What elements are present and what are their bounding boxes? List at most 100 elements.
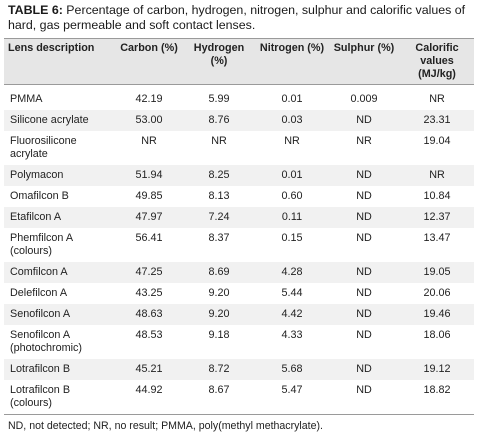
table-row: Senofilcon A (photochromic) 48.53 9.18 4.33…	[4, 325, 474, 359]
cell-nitrogen: 5.68	[281, 363, 303, 375]
cell-hydrogen: 9.20	[208, 308, 230, 320]
cell-lens-description: Senofilcon A	[10, 308, 71, 320]
cell-hydrogen: 8.72	[208, 363, 230, 375]
table-row: Delefilcon A 43.25 9.20 5.44 ND 20.06	[4, 283, 474, 304]
cell-lens-description: Comfilcon A	[10, 266, 68, 278]
cell-nitrogen: 4.28	[281, 266, 303, 278]
cell-sulphur: ND	[356, 211, 372, 223]
cell-sulphur: ND	[356, 266, 372, 278]
header-calorific-values: Calorific values (MJ/kg)	[400, 38, 474, 85]
cell-calorific-value: 23.31	[423, 114, 451, 126]
cell-calorific-value: 19.46	[423, 308, 451, 320]
header-carbon: Carbon (%)	[116, 38, 182, 85]
cell-nitrogen: 4.33	[281, 329, 303, 341]
data-table: Lens description Carbon (%) Hydrogen (%)…	[4, 38, 474, 415]
table-row: Comfilcon A 47.25 8.69 4.28 ND 19.05	[4, 262, 474, 283]
cell-hydrogen: 8.76	[208, 114, 230, 126]
cell-nitrogen: 0.15	[281, 232, 303, 244]
cell-sulphur: ND	[356, 190, 372, 202]
header-hydrogen: Hydrogen (%)	[182, 38, 256, 85]
cell-carbon: 53.00	[135, 114, 163, 126]
cell-hydrogen: NR	[211, 135, 227, 147]
cell-calorific-value: 13.47	[423, 232, 451, 244]
cell-carbon: 43.25	[135, 287, 163, 299]
cell-carbon: 45.21	[135, 363, 163, 375]
cell-nitrogen: 0.01	[281, 93, 303, 105]
cell-nitrogen: 0.01	[281, 169, 303, 181]
header-lens-description: Lens description	[4, 38, 116, 85]
cell-sulphur: NR	[356, 135, 372, 147]
cell-calorific-value: 18.06	[423, 329, 451, 341]
cell-calorific-value: NR	[429, 169, 445, 181]
table-caption: TABLE 6: Percentage of carbon, hydrogen,…	[8, 3, 474, 33]
table-row: Silicone acrylate 53.00 8.76 0.03 ND 23.31	[4, 110, 474, 131]
data-table-container: Lens description Carbon (%) Hydrogen (%)…	[4, 38, 474, 415]
cell-lens-description: Silicone acrylate	[10, 114, 89, 126]
cell-sulphur: ND	[356, 169, 372, 181]
cell-calorific-value: 10.84	[423, 190, 451, 202]
table-row: PMMA 42.19 5.99 0.01 0.009 NR	[4, 89, 474, 110]
cell-calorific-value: 19.05	[423, 266, 451, 278]
cell-calorific-value: 18.82	[400, 380, 474, 415]
header-nitrogen: Nitrogen (%)	[256, 38, 328, 85]
cell-lens-description: Omafilcon B	[10, 190, 69, 202]
cell-calorific-value: 19.12	[423, 363, 451, 375]
cell-carbon: 49.85	[135, 190, 163, 202]
cell-carbon: 44.92	[116, 380, 182, 415]
table-row: Lotrafilcon B 45.21 8.72 5.68 ND 19.12	[4, 359, 474, 380]
cell-nitrogen: NR	[284, 135, 300, 147]
cell-sulphur: ND	[328, 380, 400, 415]
cell-carbon: 47.97	[135, 211, 163, 223]
cell-nitrogen: 4.42	[281, 308, 303, 320]
table-row: Omafilcon B 49.85 8.13 0.60 ND 10.84	[4, 186, 474, 207]
cell-hydrogen: 8.13	[208, 190, 230, 202]
table-row: Lotrafilcon B (colours) 44.92 8.67 5.47 ND 18…	[4, 380, 474, 415]
table-body: PMMA 42.19 5.99 0.01 0.009 NR Silicone acrylat…	[4, 84, 474, 415]
table-row: Fluorosilicone acrylate NR NR NR NR 19.04	[4, 131, 474, 165]
cell-calorific-value: 20.06	[423, 287, 451, 299]
cell-hydrogen: 7.24	[208, 211, 230, 223]
cell-lens-description: Delefilcon A	[10, 287, 68, 299]
cell-calorific-value: NR	[429, 93, 445, 105]
cell-lens-description: Etafilcon A	[10, 211, 62, 223]
cell-sulphur: 0.009	[350, 93, 378, 105]
table-row: Etafilcon A 47.97 7.24 0.11 ND 12.37	[4, 207, 474, 228]
cell-carbon: 56.41	[135, 232, 163, 244]
cell-lens-description: PMMA	[10, 93, 43, 105]
cell-lens-description: Phemfilcon A (colours)	[10, 232, 73, 257]
cell-nitrogen: 0.03	[281, 114, 303, 126]
table-footnote: ND, not detected; NR, no result; PMMA, p…	[8, 420, 323, 432]
cell-hydrogen: 8.69	[208, 266, 230, 278]
cell-sulphur: ND	[356, 114, 372, 126]
cell-carbon: 42.19	[135, 93, 163, 105]
cell-sulphur: ND	[356, 308, 372, 320]
cell-nitrogen: 0.11	[281, 211, 303, 223]
cell-sulphur: ND	[356, 287, 372, 299]
header-sulphur: Sulphur (%)	[328, 38, 400, 85]
cell-hydrogen: 8.67	[182, 380, 256, 415]
cell-hydrogen: 5.99	[208, 93, 230, 105]
table-title: Percentage of carbon, hydrogen, nitrogen…	[8, 3, 466, 32]
cell-nitrogen: 5.47	[256, 380, 328, 415]
cell-carbon: 48.63	[135, 308, 163, 320]
cell-nitrogen: 5.44	[281, 287, 303, 299]
cell-sulphur: ND	[356, 363, 372, 375]
cell-lens-description: Lotrafilcon B	[10, 363, 71, 375]
table-row: Polymacon 51.94 8.25 0.01 ND NR	[4, 165, 474, 186]
table-row: Phemfilcon A (colours) 56.41 8.37 0.15 ND 13.…	[4, 228, 474, 262]
table-header-row: Lens description Carbon (%) Hydrogen (%)…	[4, 38, 474, 85]
cell-lens-description: Fluorosilicone acrylate	[10, 135, 77, 160]
cell-sulphur: ND	[356, 232, 372, 244]
cell-carbon: 47.25	[135, 266, 163, 278]
cell-lens-description: Senofilcon A (photochromic)	[10, 329, 83, 354]
cell-hydrogen: 8.25	[208, 169, 230, 181]
cell-lens-description: Lotrafilcon B (colours)	[4, 380, 116, 415]
table-row: Senofilcon A 48.63 9.20 4.42 ND 19.46	[4, 304, 474, 325]
table-number: TABLE 6:	[8, 3, 63, 17]
cell-calorific-value: 12.37	[423, 211, 451, 223]
cell-carbon: 48.53	[135, 329, 163, 341]
cell-sulphur: ND	[356, 329, 372, 341]
header-divider	[4, 84, 474, 89]
cell-nitrogen: 0.60	[281, 190, 303, 202]
cell-carbon: NR	[141, 135, 157, 147]
